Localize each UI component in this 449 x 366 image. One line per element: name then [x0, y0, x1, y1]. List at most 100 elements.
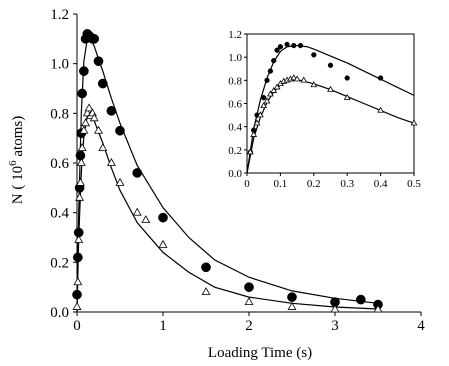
main-data-point-circle: [79, 66, 89, 76]
main-data-point-triangle: [84, 103, 94, 112]
main-data-point-triangle: [287, 302, 297, 310]
inset-data-point-triangle: [246, 148, 254, 155]
main-x-tick-label: 2: [245, 318, 253, 334]
main-data-point-circle: [132, 168, 143, 178]
inset-data-point-triangle: [327, 85, 334, 92]
inset-data-point-triangle: [263, 97, 271, 104]
main-data-point-triangle: [73, 277, 83, 286]
inset-data-point-triangle: [260, 102, 268, 109]
main-fit-curve-2: [76, 112, 379, 313]
main-y-tick-label: 0.0: [50, 305, 69, 321]
inset-data-point-triangle: [253, 119, 261, 126]
inset-plot: 0 0.1 0.2 0.3 0.4 0.5 0.0 0.2 0.4 0.6 0.8 1.0 1.2: [226, 29, 421, 190]
inset-data-point-triangle: [310, 81, 318, 88]
inset-data-point-circle: [291, 42, 297, 49]
main-data-point-triangle: [79, 125, 89, 134]
main-plot: 0 1 2 3 4 0.0 0.2 0.4 0.6 0.8 1.0 1.2: [50, 7, 425, 334]
main-y-tick-label: 1.2: [50, 7, 69, 23]
main-data-point-circle: [93, 56, 104, 67]
main-data-point-triangle: [106, 157, 116, 166]
main-data-point-circle: [201, 262, 211, 273]
inset-x-tick-label: 0.3: [340, 178, 354, 190]
inset-data-point-triangle: [377, 106, 384, 113]
main-data-point-circle: [244, 282, 254, 293]
inset-data-point-circle: [267, 68, 274, 74]
main-data-point-triangle: [98, 143, 108, 152]
main-data-point-triangle: [75, 177, 85, 186]
inset-data-point-circle: [344, 75, 350, 81]
main-data-point-circle: [89, 33, 100, 44]
y-axis-title-prefix: N ( 10: [10, 166, 26, 204]
y-axis-title-exponent: 6: [7, 160, 19, 166]
inset-data-point-triangle: [293, 75, 301, 82]
inset-data-point-triangle: [300, 76, 308, 83]
inset-x-tick-label: 0.2: [307, 178, 321, 190]
inset-data-point-circle: [297, 42, 304, 49]
inset-data-point-triangle: [273, 83, 281, 90]
inset-y-tick-label: 0.0: [228, 168, 242, 180]
inset-data-point-circle: [327, 62, 334, 68]
main-data-point-triangle: [76, 157, 86, 166]
inset-data-point-triangle: [343, 93, 351, 100]
main-x-tick-label: 1: [159, 318, 167, 334]
inset-y-tick-label: 0.4: [228, 122, 242, 134]
main-x-tick-label: 4: [417, 318, 425, 334]
main-data-point-circle: [115, 125, 125, 136]
inset-x-tick-label: 0.4: [374, 178, 388, 190]
inset-data-point-triangle: [290, 74, 298, 81]
main-data-point-triangle: [115, 177, 125, 186]
inset-x-tick-label: 0.1: [274, 178, 288, 190]
y-axis-title-suffix: atoms): [10, 116, 26, 161]
inset-data-point-triangle: [250, 130, 258, 137]
main-data-point-triangle: [89, 113, 99, 122]
inset-y-tick-label: 0.8: [228, 75, 242, 87]
main-data-point-circle: [355, 294, 366, 305]
main-data-point-circle: [97, 78, 108, 89]
main-y-tick-label: 0.4: [50, 206, 69, 222]
inset-data-point-circle: [261, 95, 267, 101]
main-data-point-circle: [287, 292, 297, 302]
inset-background: [226, 34, 416, 174]
main-data-point-triangle: [158, 239, 168, 248]
main-data-point-triangle: [330, 304, 340, 313]
inset-data-point-triangle: [256, 111, 264, 118]
main-data-point-triangle: [81, 118, 91, 127]
y-axis-title: N ( 106 atoms): [7, 116, 26, 204]
main-y-tick-label: 0.8: [50, 106, 69, 122]
main-data-point-triangle: [244, 297, 254, 305]
main-data-point-triangle: [75, 192, 85, 201]
inset-data-point-triangle: [270, 86, 278, 93]
main-data-point-triangle: [201, 287, 211, 296]
main-data-point-triangle: [373, 304, 383, 313]
main-data-point-circle: [158, 212, 168, 223]
main-y-tick-label: 0.6: [50, 156, 69, 172]
main-data-point-triangle: [74, 234, 84, 243]
main-y-tick-label: 0.2: [50, 255, 69, 271]
main-y-tick-label: 1.0: [50, 57, 69, 73]
inset-x-tick-label: 0.5: [407, 178, 421, 190]
inset-data-point-circle: [311, 52, 317, 58]
x-axis-title: Loading Time (s): [208, 345, 312, 361]
main-data-point-circle: [75, 150, 86, 161]
inset-y-tick-label: 0.2: [228, 145, 242, 157]
main-data-point-triangle: [72, 302, 82, 310]
inset-data-point-circle: [264, 77, 270, 83]
inset-y-tick-label: 1.0: [228, 52, 242, 64]
main-x-tick-label: 3: [331, 318, 339, 334]
inset-data-point-circle: [277, 44, 284, 50]
main-data-point-circle: [106, 106, 117, 116]
inset-data-point-circle: [284, 41, 290, 48]
main-data-point-circle: [77, 88, 88, 99]
inset-data-point-circle: [274, 47, 280, 53]
inset-data-point-circle: [377, 75, 384, 81]
inset-data-point-triangle: [266, 90, 274, 97]
main-x-tick-label: 0: [73, 318, 81, 334]
main-data-point-triangle: [141, 215, 151, 224]
inset-y-tick-label: 0.6: [228, 99, 242, 111]
main-data-point-triangle: [132, 207, 142, 216]
inset-y-tick-label: 1.2: [228, 29, 242, 41]
inset-data-point-triangle: [410, 119, 418, 126]
inset-data-point-circle: [271, 57, 277, 64]
